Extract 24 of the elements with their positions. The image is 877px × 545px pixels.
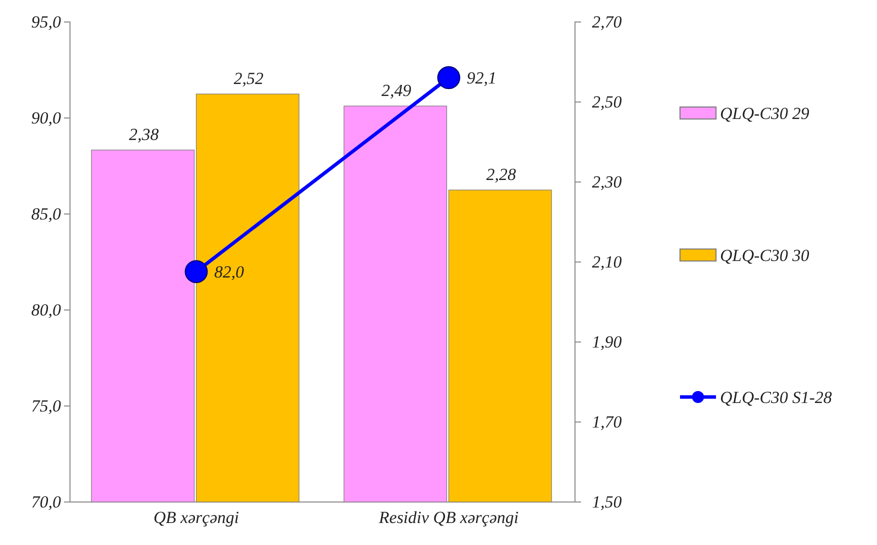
data-label: 92,1 bbox=[466, 68, 496, 88]
y-tick-label: 95,0 bbox=[31, 12, 62, 32]
data-label: 82,0 bbox=[214, 262, 244, 282]
data-label: 2,49 bbox=[381, 81, 412, 100]
data-label: 2,28 bbox=[486, 165, 517, 184]
legend-label: QLQ-C30 29 bbox=[720, 104, 810, 123]
legend-label: QLQ-C30 30 bbox=[720, 246, 810, 265]
y2-tick-label: 2,50 bbox=[592, 92, 622, 112]
y-tick-label: 70,0 bbox=[31, 492, 62, 512]
y2-tick-label: 1,90 bbox=[592, 332, 622, 352]
y-tick-label: 90,0 bbox=[31, 108, 62, 128]
y-tick-label: 75,0 bbox=[31, 396, 62, 416]
y-tick-label: 85,0 bbox=[31, 204, 62, 224]
y2-tick-label: 1,70 bbox=[592, 412, 622, 432]
x-tick-label: QB xərçəngi bbox=[154, 508, 240, 527]
data-label: 2,52 bbox=[234, 69, 264, 88]
y2-tick-label: 2,70 bbox=[592, 12, 622, 32]
y-tick-label: 80,0 bbox=[31, 300, 62, 320]
y2-tick-label: 2,10 bbox=[592, 252, 622, 272]
data-label: 2,38 bbox=[128, 125, 160, 144]
x-tick-label: Residiv QB xərçəngi bbox=[378, 508, 519, 527]
legend-label: QLQ-C30 S1-28 bbox=[720, 388, 832, 407]
y2-tick-label: 2,30 bbox=[592, 172, 622, 192]
y2-tick-label: 1,50 bbox=[592, 492, 622, 512]
